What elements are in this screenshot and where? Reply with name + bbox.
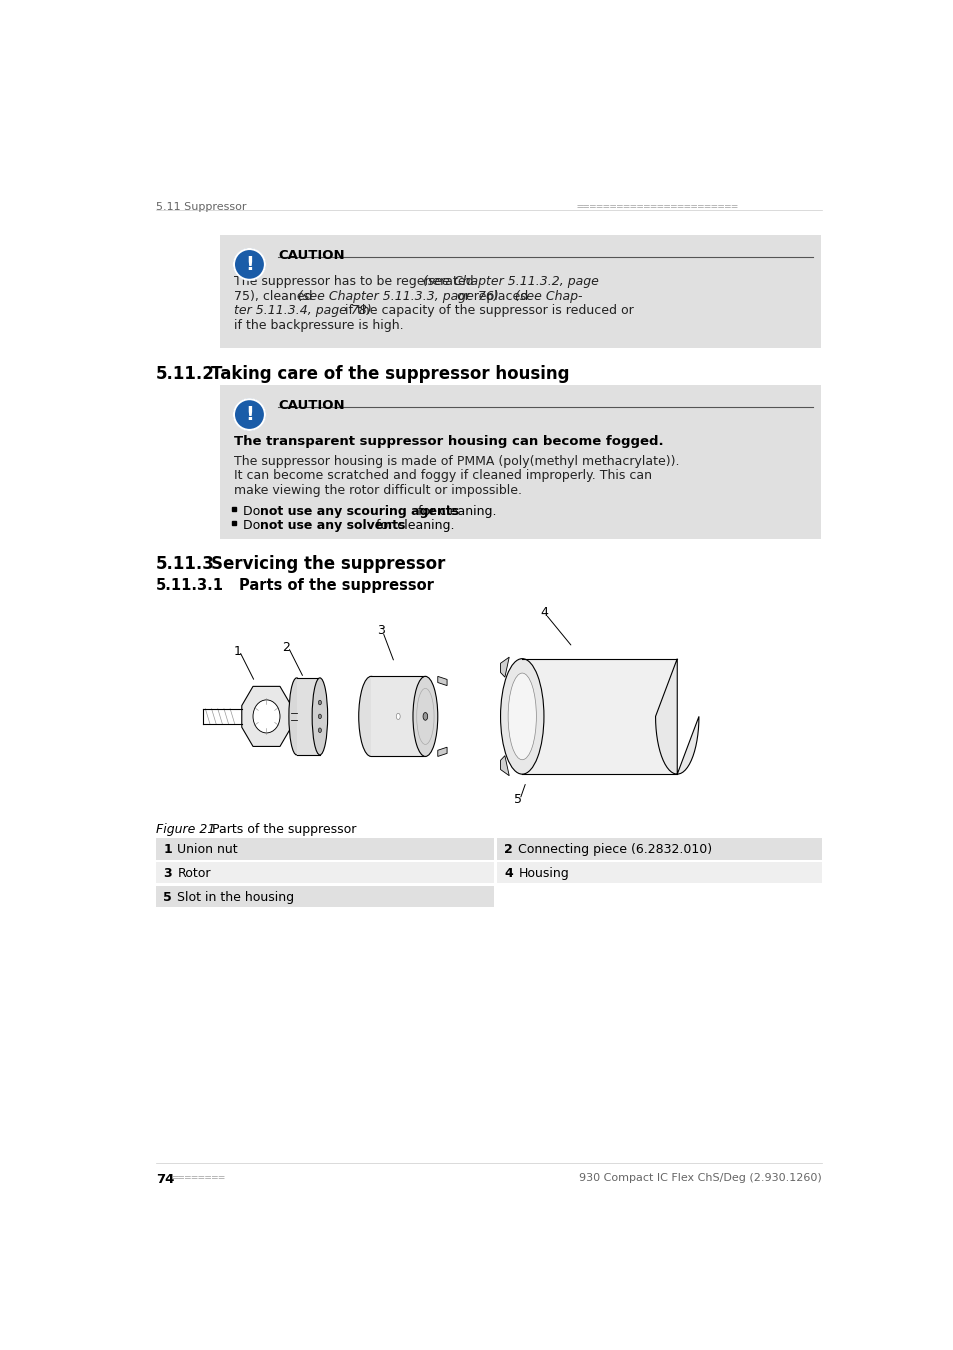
Polygon shape — [500, 657, 509, 678]
Polygon shape — [437, 676, 447, 686]
Text: 4: 4 — [504, 867, 513, 880]
Ellipse shape — [318, 701, 321, 705]
Text: 930 Compact IC Flex ChS/Deg (2.930.1260): 930 Compact IC Flex ChS/Deg (2.930.1260) — [578, 1173, 821, 1183]
Bar — [220, 385, 820, 539]
Text: 1: 1 — [163, 844, 172, 856]
Text: (see Chapter 5.11.3.2, page: (see Chapter 5.11.3.2, page — [422, 275, 598, 288]
Text: The suppressor has to be regenerated: The suppressor has to be regenerated — [233, 275, 477, 288]
Text: 5: 5 — [514, 794, 522, 806]
Bar — [497, 861, 821, 883]
Bar — [497, 838, 821, 860]
Text: make viewing the rotor difficult or impossible.: make viewing the rotor difficult or impo… — [233, 483, 521, 497]
Ellipse shape — [413, 676, 437, 756]
Circle shape — [233, 248, 265, 279]
Text: The suppressor housing is made of PMMA (poly(methyl methacrylate)).: The suppressor housing is made of PMMA (… — [233, 455, 679, 467]
Ellipse shape — [318, 728, 321, 733]
Text: Do: Do — [243, 505, 264, 517]
Text: if the backpressure is high.: if the backpressure is high. — [233, 319, 403, 332]
Ellipse shape — [289, 678, 304, 755]
Text: 5: 5 — [163, 891, 172, 904]
Text: Rotor: Rotor — [177, 867, 211, 880]
Bar — [220, 235, 820, 348]
Text: 5.11 Suppressor: 5.11 Suppressor — [155, 202, 246, 212]
Text: 4: 4 — [539, 606, 547, 620]
Ellipse shape — [508, 674, 536, 760]
Polygon shape — [437, 747, 447, 756]
Bar — [155, 838, 494, 860]
Circle shape — [233, 400, 265, 429]
Text: 5.11.3: 5.11.3 — [155, 555, 214, 572]
Text: Union nut: Union nut — [177, 844, 237, 856]
Ellipse shape — [358, 676, 383, 756]
Text: or replaced: or replaced — [453, 290, 532, 302]
Polygon shape — [241, 686, 291, 747]
Text: Slot in the housing: Slot in the housing — [177, 891, 294, 904]
Bar — [521, 659, 677, 774]
Text: 74: 74 — [155, 1173, 173, 1187]
Text: It can become scratched and foggy if cleaned improperly. This can: It can become scratched and foggy if cle… — [233, 470, 651, 482]
Text: 3: 3 — [163, 867, 172, 880]
Text: if the capacity of the suppressor is reduced or: if the capacity of the suppressor is red… — [340, 305, 633, 317]
Text: ========================: ======================== — [576, 202, 738, 212]
Ellipse shape — [312, 678, 327, 755]
Text: (see Chapter 5.11.3.3, page 76): (see Chapter 5.11.3.3, page 76) — [297, 290, 498, 302]
Text: 2: 2 — [504, 844, 513, 856]
Text: Taking care of the suppressor housing: Taking care of the suppressor housing — [212, 364, 569, 382]
Text: (see Chap-: (see Chap- — [515, 290, 581, 302]
Text: 3: 3 — [377, 624, 385, 637]
Text: Do: Do — [243, 520, 264, 532]
Text: !: ! — [245, 405, 253, 424]
Bar — [155, 886, 494, 907]
Bar — [371, 676, 425, 756]
Ellipse shape — [253, 699, 279, 733]
Ellipse shape — [500, 659, 543, 774]
Text: CAUTION: CAUTION — [278, 248, 344, 262]
Text: Figure 21: Figure 21 — [155, 822, 214, 836]
Text: 5.11.2: 5.11.2 — [155, 364, 214, 382]
Text: 2: 2 — [282, 641, 290, 653]
Text: for cleaning.: for cleaning. — [372, 520, 455, 532]
Text: Servicing the suppressor: Servicing the suppressor — [212, 555, 445, 572]
Text: !: ! — [245, 255, 253, 274]
Text: not use any solvents: not use any solvents — [259, 520, 405, 532]
Ellipse shape — [395, 713, 399, 720]
Ellipse shape — [318, 714, 321, 718]
Text: 5.11.3.1: 5.11.3.1 — [155, 578, 223, 593]
Polygon shape — [655, 659, 699, 774]
Text: not use any scouring agents: not use any scouring agents — [259, 505, 458, 517]
Text: Parts of the suppressor: Parts of the suppressor — [239, 578, 434, 593]
Ellipse shape — [422, 713, 427, 721]
Polygon shape — [500, 756, 509, 776]
Bar — [155, 861, 494, 883]
Text: ========: ======== — [171, 1173, 225, 1183]
Text: CAUTION: CAUTION — [278, 400, 344, 412]
Text: Housing: Housing — [517, 867, 569, 880]
Text: for cleaning.: for cleaning. — [414, 505, 496, 517]
Text: The transparent suppressor housing can become fogged.: The transparent suppressor housing can b… — [233, 435, 663, 448]
Text: 1: 1 — [233, 645, 241, 657]
Text: 75), cleaned: 75), cleaned — [233, 290, 316, 302]
Text: Connecting piece (6.2832.010): Connecting piece (6.2832.010) — [517, 844, 712, 856]
Text: ter 5.11.3.4, page 78): ter 5.11.3.4, page 78) — [233, 305, 372, 317]
Bar — [296, 678, 319, 755]
Text: Parts of the suppressor: Parts of the suppressor — [195, 822, 356, 836]
